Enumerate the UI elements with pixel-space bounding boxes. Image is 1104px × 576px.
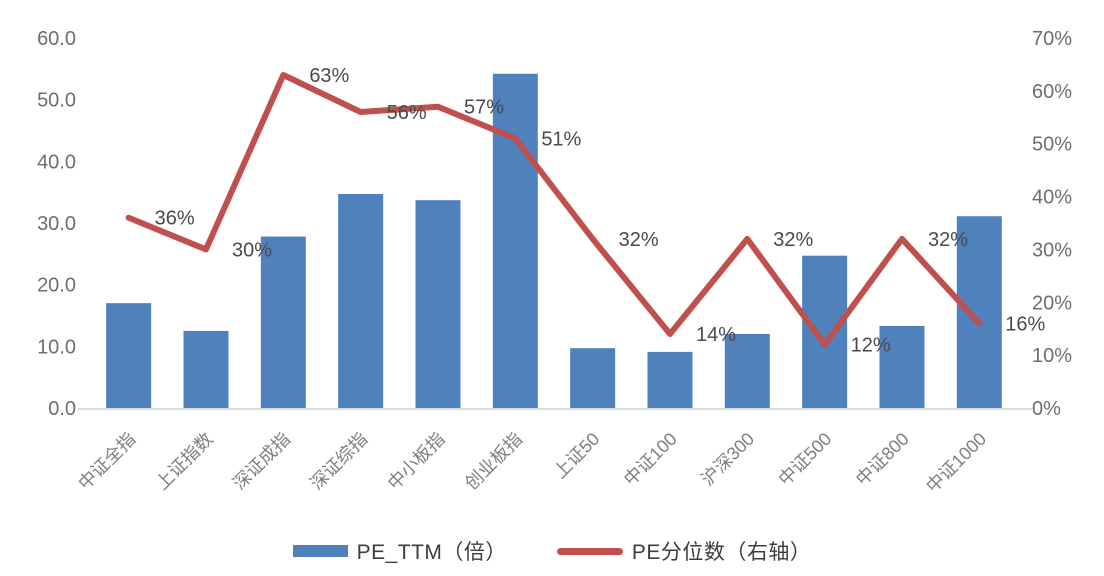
x-category-label-创业板指: 创业板指 (461, 429, 526, 494)
bar-中证1000 (956, 216, 1002, 408)
bar-上证50 (570, 348, 616, 408)
x-category-label-上证指数: 上证指数 (152, 429, 217, 494)
bar-深证综指 (338, 194, 384, 408)
line-data-label-深证成指: 63% (309, 65, 349, 87)
x-category-label-中证500: 中证500 (775, 429, 836, 490)
pe-ttm-bar-swatch-icon (292, 545, 348, 557)
right-axis-tick-label: 60% (1032, 81, 1072, 103)
right-axis-tick-label: 50% (1032, 134, 1072, 156)
x-category-label-中小板指: 中小板指 (384, 429, 449, 494)
bar-沪深300 (724, 334, 770, 408)
bar-中小板指 (415, 200, 461, 408)
bar-深证成指 (260, 236, 306, 408)
line-data-label-上证50: 32% (619, 229, 659, 251)
bar-上证指数 (183, 330, 229, 408)
right-axis-tick-label: 30% (1032, 239, 1072, 261)
line-data-label-沪深300: 32% (773, 229, 813, 251)
bar-中证500 (802, 255, 848, 408)
bar-中证全指 (106, 303, 152, 408)
left-axis-tick-label: 50.0 (37, 90, 76, 112)
x-category-label-中证1000: 中证1000 (922, 429, 990, 497)
left-axis-tick-label: 60.0 (37, 28, 76, 50)
legend-label-pe-percentile: PE分位数（右轴） (631, 541, 812, 564)
pe-percentile-line-swatch-icon (556, 547, 623, 555)
right-axis-tick-label: 10% (1032, 345, 1072, 367)
x-category-label-深证综指: 深证综指 (306, 429, 371, 494)
left-axis-tick-label: 30.0 (37, 213, 76, 235)
bar-创业板指 (492, 73, 538, 409)
left-axis-tick-label: 40.0 (37, 151, 76, 173)
left-axis-tick-label: 20.0 (37, 275, 76, 297)
line-data-label-中证100: 14% (696, 324, 736, 346)
line-data-label-中证800: 32% (928, 229, 968, 251)
right-axis-tick-label: 40% (1032, 187, 1072, 209)
x-category-label-中证800: 中证800 (852, 429, 913, 490)
line-data-label-深证综指: 56% (387, 102, 427, 124)
left-axis-tick-label: 0.0 (48, 398, 76, 420)
x-category-label-上证50: 上证50 (550, 429, 604, 483)
right-axis-tick-label: 0% (1032, 398, 1061, 420)
right-axis-tick-label: 20% (1032, 292, 1072, 314)
legend-item-pe-percentile: PE分位数（右轴） (556, 536, 812, 566)
line-data-label-创业板指: 51% (541, 128, 581, 150)
line-data-label-中证1000: 16% (1005, 313, 1045, 335)
left-axis-tick-label: 10.0 (37, 336, 76, 358)
right-axis-tick-label: 70% (1032, 28, 1072, 50)
line-data-label-中证500: 12% (851, 335, 891, 357)
bar-中证100 (647, 351, 693, 408)
chart-legend: PE_TTM（倍） PE分位数（右轴） (0, 536, 1104, 566)
bar-中证800 (879, 325, 925, 408)
x-category-label-深证成指: 深证成指 (229, 429, 294, 494)
line-data-label-中证全指: 36% (155, 208, 195, 230)
x-category-label-中证全指: 中证全指 (74, 429, 139, 494)
legend-label-pe-ttm: PE_TTM（倍） (356, 541, 507, 564)
x-category-label-中证100: 中证100 (620, 429, 681, 490)
pe-percentile-line (125, 72, 983, 348)
line-data-label-上证指数: 30% (232, 239, 272, 261)
x-category-label-沪深300: 沪深300 (697, 429, 758, 490)
legend-item-pe-ttm: PE_TTM（倍） (292, 536, 507, 566)
line-data-label-中小板指: 57% (464, 97, 504, 119)
